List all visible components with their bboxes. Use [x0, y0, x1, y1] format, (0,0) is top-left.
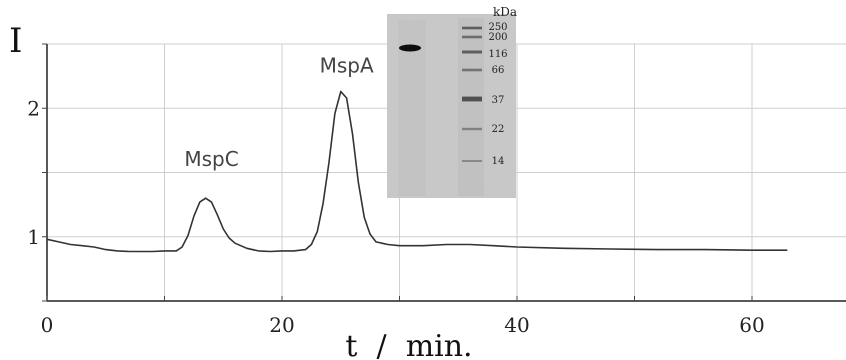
y-axis-label: I [9, 21, 22, 61]
y-tick-label: 1 [27, 225, 40, 249]
x-tick-label: 40 [504, 313, 529, 337]
gel-marker-band [462, 96, 482, 102]
gel-marker-label: 250 [488, 22, 507, 33]
gel-marker-label: 37 [492, 95, 505, 106]
ticks: 0 20 40 60 1 2 [27, 43, 765, 337]
x-tick-label: 20 [269, 313, 294, 337]
gel-marker-label: 200 [488, 32, 507, 43]
gel-marker-band [462, 127, 482, 131]
gel-marker-band [462, 160, 482, 162]
series-line [46, 90, 788, 253]
series [46, 90, 788, 253]
y-tick-label: 2 [27, 96, 40, 120]
x-tick-label: 60 [739, 313, 764, 337]
gel-marker-label: 22 [492, 124, 505, 135]
gel-kda-label: kDa [493, 5, 517, 19]
gel-marker-band [462, 26, 482, 30]
peak-label: MspA [320, 53, 374, 77]
annotations: MspC MspA [184, 53, 374, 171]
x-axis-label: t / min. [345, 329, 472, 360]
gel-marker-band [462, 50, 482, 54]
gel-marker-bands [462, 26, 482, 162]
gel-marker-label: 116 [488, 49, 507, 60]
gel-marker-band [462, 35, 482, 39]
x-tick-label: 0 [41, 313, 54, 337]
gel-marker-label: 14 [492, 156, 505, 167]
gel-marker-lane [458, 18, 484, 196]
gel-marker-label: 66 [492, 65, 505, 76]
gel-sample-band [399, 44, 421, 52]
peak-label: MspC [184, 147, 238, 171]
gel-marker-band [462, 68, 482, 72]
